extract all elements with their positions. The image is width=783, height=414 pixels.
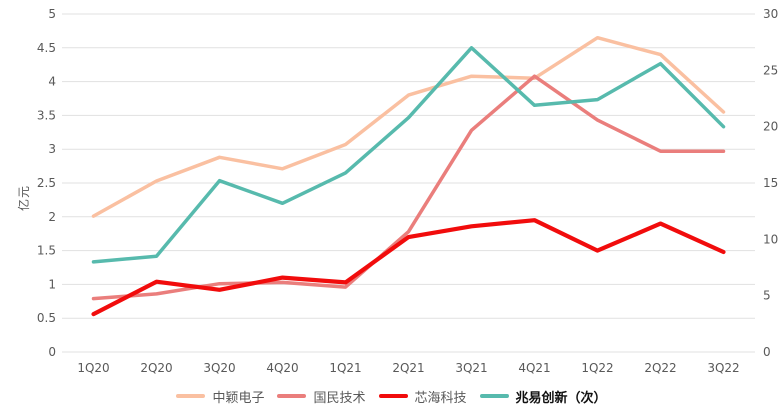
left-axis-tick: 0.5 bbox=[37, 311, 56, 325]
left-axis-tick: 2 bbox=[48, 210, 56, 224]
left-axis-tick: 5 bbox=[48, 7, 56, 21]
left-axis-tick: 4.5 bbox=[37, 41, 56, 55]
legend-line-swatch bbox=[479, 394, 509, 398]
legend-line-swatch bbox=[176, 394, 206, 398]
left-axis-tick: 3.5 bbox=[37, 108, 56, 122]
x-axis-tick: 1Q20 bbox=[77, 361, 109, 375]
left-axis-tick: 4 bbox=[48, 75, 56, 89]
legend-line-swatch bbox=[378, 394, 408, 398]
x-axis-tick: 1Q22 bbox=[581, 361, 613, 375]
x-axis-tick: 4Q21 bbox=[518, 361, 550, 375]
x-axis-tick: 4Q20 bbox=[266, 361, 298, 375]
right-axis-tick: 25 bbox=[763, 63, 778, 77]
x-axis-tick: 1Q21 bbox=[329, 361, 361, 375]
legend-item-3[interactable]: 兆易创新（次） bbox=[479, 387, 607, 406]
x-axis-tick: 3Q20 bbox=[203, 361, 235, 375]
series-line-0 bbox=[91, 35, 726, 218]
series-line-3 bbox=[91, 46, 726, 264]
right-axis-tick: 0 bbox=[763, 345, 771, 359]
legend-item-0[interactable]: 中颖电子 bbox=[176, 387, 264, 406]
right-axis-tick: 5 bbox=[763, 289, 771, 303]
x-axis-tick: 3Q21 bbox=[455, 361, 487, 375]
legend-label: 芯海科技 bbox=[414, 390, 467, 406]
legend-label: 中颖电子 bbox=[212, 390, 265, 406]
right-axis-tick: 20 bbox=[763, 120, 778, 134]
legend-item-2[interactable]: 芯海科技 bbox=[378, 387, 467, 406]
x-axis-tick: 2Q20 bbox=[140, 361, 172, 375]
right-axis-tick: 10 bbox=[763, 232, 778, 246]
x-axis-tick: 2Q21 bbox=[392, 361, 424, 375]
series-line-1 bbox=[91, 74, 726, 301]
left-axis-title: 亿元 bbox=[17, 185, 31, 212]
left-axis-tick: 3 bbox=[48, 142, 56, 156]
x-axis-tick: 2Q22 bbox=[644, 361, 676, 375]
legend-label: 兆易创新（次） bbox=[515, 390, 607, 406]
left-axis-tick: 1 bbox=[48, 277, 56, 291]
chart-legend: 中颖电子 国民技术 芯海科技 兆易创新（次） bbox=[0, 384, 783, 408]
left-axis-tick: 0 bbox=[48, 345, 56, 359]
legend-label: 国民技术 bbox=[313, 390, 366, 406]
right-axis-tick: 30 bbox=[763, 7, 778, 21]
x-axis-tick: 3Q22 bbox=[707, 361, 739, 375]
right-axis-tick: 15 bbox=[763, 176, 778, 190]
series-line-2 bbox=[91, 218, 726, 317]
left-axis-tick: 1.5 bbox=[37, 244, 56, 258]
left-axis-tick: 2.5 bbox=[37, 176, 56, 190]
legend-line-swatch bbox=[277, 394, 307, 398]
legend-item-1[interactable]: 国民技术 bbox=[277, 387, 366, 406]
